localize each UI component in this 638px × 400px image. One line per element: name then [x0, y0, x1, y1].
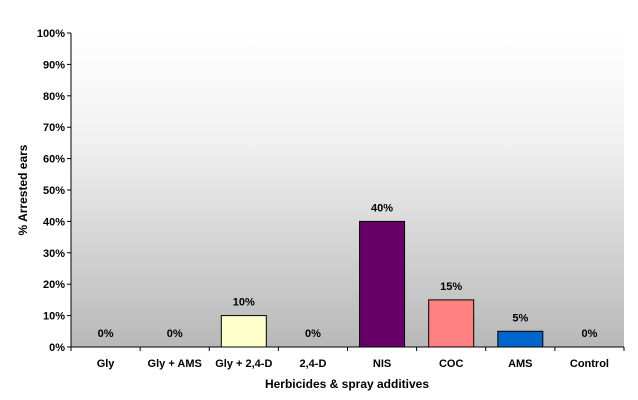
data-label: 0% — [167, 328, 183, 340]
y-axis-title: % Arrested ears — [16, 144, 30, 235]
y-tick-label: 100% — [37, 28, 65, 40]
x-tick-label: 2,4-D — [299, 358, 326, 370]
y-tick-label: 90% — [43, 59, 65, 71]
data-label: 0% — [581, 328, 597, 340]
data-label: 0% — [98, 328, 114, 340]
y-tick-label: 70% — [43, 122, 65, 134]
data-label: 5% — [512, 312, 528, 324]
data-label: 40% — [371, 202, 393, 214]
y-tick-label: 30% — [43, 248, 65, 260]
x-axis-title: Herbicides & spray additives — [265, 377, 429, 391]
bar — [497, 330, 544, 348]
y-tick-label: 60% — [43, 154, 65, 166]
x-tick-label: COC — [439, 358, 464, 370]
bar — [220, 315, 267, 348]
y-tick-label: 50% — [43, 185, 65, 197]
x-tick-label: NIS — [373, 358, 391, 370]
bar — [428, 299, 475, 348]
y-tick-label: 80% — [43, 91, 65, 103]
data-label: 10% — [233, 297, 255, 309]
x-tick-label: AMS — [508, 358, 532, 370]
plot-area — [71, 33, 624, 347]
data-label: 15% — [440, 281, 462, 293]
x-tick-label: Gly — [97, 358, 116, 370]
x-tick-label: Gly + AMS — [148, 358, 202, 370]
y-tick-label: 10% — [43, 311, 65, 323]
x-tick-label: Control — [570, 358, 609, 370]
y-tick-label: 20% — [43, 279, 65, 291]
bar — [359, 220, 406, 348]
data-label: 0% — [305, 328, 321, 340]
x-tick-label: Gly + 2,4-D — [215, 358, 272, 370]
y-tick-label: 40% — [43, 216, 65, 228]
y-tick-label: 0% — [49, 342, 65, 354]
